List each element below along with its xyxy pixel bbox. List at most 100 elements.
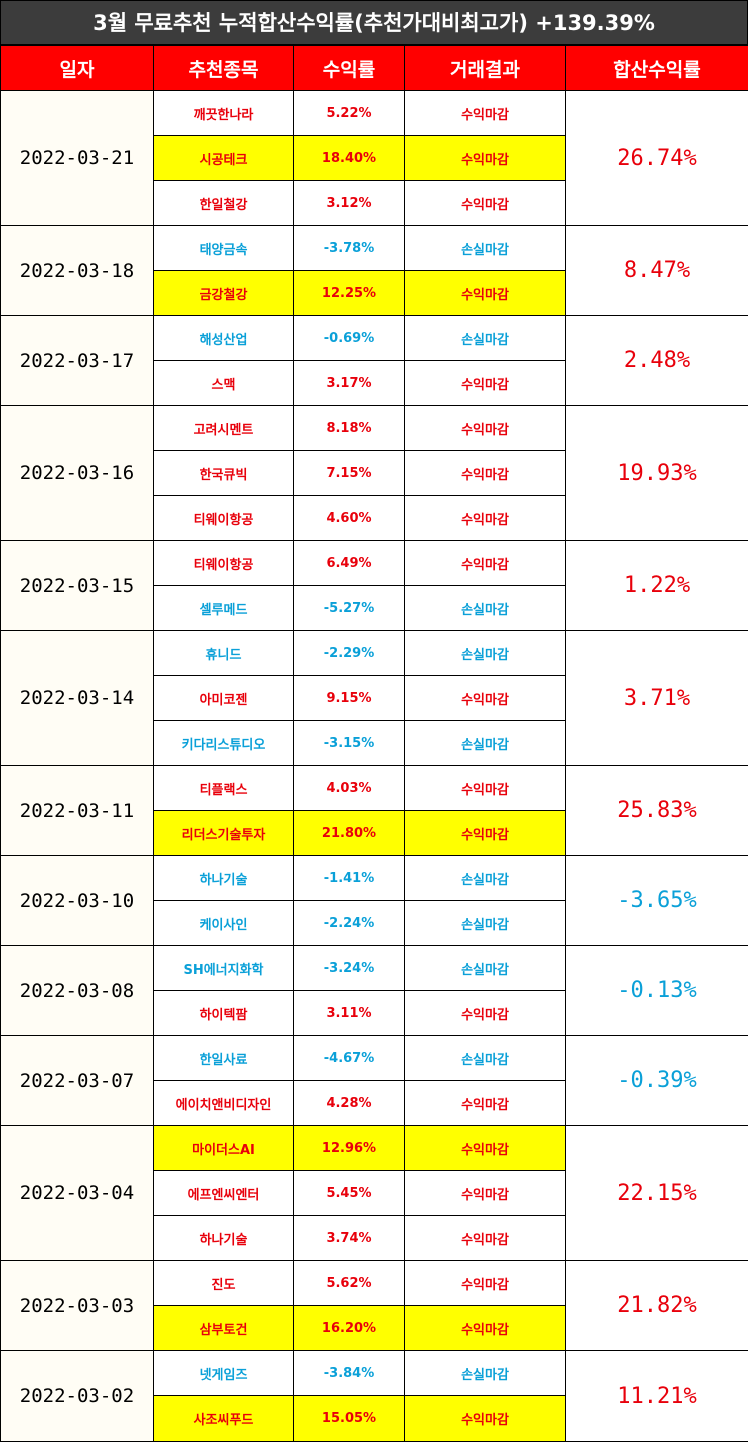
header-date: 일자 (1, 46, 154, 91)
return-rate-cell: -4.67% (294, 1036, 405, 1081)
combined-return-cell: -0.13% (566, 946, 748, 1036)
stock-name-cell: 케이사인 (154, 901, 294, 946)
date-cell: 2022-03-17 (1, 316, 154, 406)
stock-name-cell: 고려시멘트 (154, 406, 294, 451)
date-cell: 2022-03-11 (1, 766, 154, 856)
stock-name-cell: 하나기술 (154, 1216, 294, 1261)
combined-return-cell: 8.47% (566, 226, 748, 316)
return-rate-cell: 4.28% (294, 1081, 405, 1126)
trade-result-cell: 수익마감 (405, 1081, 566, 1126)
trade-result-cell: 수익마감 (405, 766, 566, 811)
return-rate-cell: -3.84% (294, 1351, 405, 1396)
return-rate-cell: -2.24% (294, 901, 405, 946)
date-cell: 2022-03-21 (1, 91, 154, 226)
trade-result-cell: 손실마감 (405, 901, 566, 946)
return-rate-cell: 16.20% (294, 1306, 405, 1351)
date-cell: 2022-03-08 (1, 946, 154, 1036)
trade-result-cell: 수익마감 (405, 1126, 566, 1171)
combined-return-cell: 19.93% (566, 406, 748, 541)
trade-result-cell: 수익마감 (405, 811, 566, 856)
return-rate-cell: 6.49% (294, 541, 405, 586)
trade-result-cell: 손실마감 (405, 1036, 566, 1081)
return-rate-cell: -0.69% (294, 316, 405, 361)
return-rate-cell: -1.41% (294, 856, 405, 901)
return-rate-cell: 15.05% (294, 1396, 405, 1442)
return-rate-cell: 18.40% (294, 136, 405, 181)
date-cell: 2022-03-10 (1, 856, 154, 946)
stock-name-cell: 해성산업 (154, 316, 294, 361)
stock-name-cell: 깨끗한나라 (154, 91, 294, 136)
trade-result-cell: 수익마감 (405, 451, 566, 496)
stock-name-cell: 한일사료 (154, 1036, 294, 1081)
combined-return-cell: -0.39% (566, 1036, 748, 1126)
trade-result-cell: 수익마감 (405, 1306, 566, 1351)
return-rate-cell: 5.62% (294, 1261, 405, 1306)
return-rate-cell: -5.27% (294, 586, 405, 631)
return-rate-cell: 12.25% (294, 271, 405, 316)
stock-name-cell: 에이치앤비디자인 (154, 1081, 294, 1126)
return-rate-cell: 5.45% (294, 1171, 405, 1216)
stock-name-cell: 진도 (154, 1261, 294, 1306)
date-cell: 2022-03-02 (1, 1351, 154, 1442)
combined-return-cell: 11.21% (566, 1351, 748, 1442)
trade-result-cell: 손실마감 (405, 946, 566, 991)
stock-name-cell: 마이더스AI (154, 1126, 294, 1171)
trade-result-cell: 수익마감 (405, 361, 566, 406)
return-rate-cell: 5.22% (294, 91, 405, 136)
header-result: 거래결과 (405, 46, 566, 91)
stock-name-cell: 아미코젠 (154, 676, 294, 721)
return-rate-cell: -3.24% (294, 946, 405, 991)
return-rate-cell: 3.11% (294, 991, 405, 1036)
trade-result-cell: 수익마감 (405, 406, 566, 451)
combined-return-cell: 2.48% (566, 316, 748, 406)
trade-result-cell: 손실마감 (405, 586, 566, 631)
stock-name-cell: 하이텍팜 (154, 991, 294, 1036)
return-rate-cell: 4.03% (294, 766, 405, 811)
stock-name-cell: 티웨이항공 (154, 496, 294, 541)
trade-result-cell: 손실마감 (405, 721, 566, 766)
combined-return-cell: 3.71% (566, 631, 748, 766)
header-total: 합산수익률 (566, 46, 748, 91)
trade-result-cell: 수익마감 (405, 271, 566, 316)
return-rate-cell: -2.29% (294, 631, 405, 676)
date-cell: 2022-03-15 (1, 541, 154, 631)
trade-result-cell: 손실마감 (405, 856, 566, 901)
date-cell: 2022-03-03 (1, 1261, 154, 1351)
stock-name-cell: 삼부토건 (154, 1306, 294, 1351)
stock-name-cell: 한일철강 (154, 181, 294, 226)
trade-result-cell: 수익마감 (405, 181, 566, 226)
stock-name-cell: 한국큐빅 (154, 451, 294, 496)
trade-result-cell: 수익마감 (405, 676, 566, 721)
stock-name-cell: 시공테크 (154, 136, 294, 181)
stock-name-cell: 사조씨푸드 (154, 1396, 294, 1442)
combined-return-cell: 26.74% (566, 91, 748, 226)
return-rate-cell: 4.60% (294, 496, 405, 541)
trade-result-cell: 수익마감 (405, 1171, 566, 1216)
header-rate: 수익률 (294, 46, 405, 91)
return-rate-cell: 9.15% (294, 676, 405, 721)
stock-name-cell: 금강철강 (154, 271, 294, 316)
date-cell: 2022-03-04 (1, 1126, 154, 1261)
combined-return-cell: 25.83% (566, 766, 748, 856)
date-cell: 2022-03-16 (1, 406, 154, 541)
trade-result-cell: 수익마감 (405, 541, 566, 586)
return-rate-cell: 3.12% (294, 181, 405, 226)
stock-name-cell: 스맥 (154, 361, 294, 406)
return-rate-cell: 12.96% (294, 1126, 405, 1171)
table-header-row: 일자 추천종목 수익률 거래결과 합산수익률 (1, 46, 748, 91)
trade-result-cell: 수익마감 (405, 1216, 566, 1261)
stock-name-cell: 하나기술 (154, 856, 294, 901)
stock-name-cell: SH에너지화학 (154, 946, 294, 991)
page-title: 3월 무료추천 누적합산수익률(추천가대비최고가) +139.39% (0, 0, 748, 45)
